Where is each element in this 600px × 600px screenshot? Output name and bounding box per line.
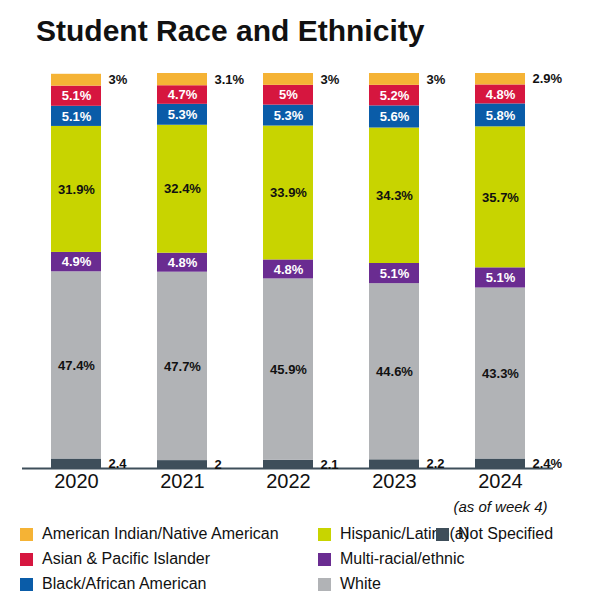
html-text:Black/African American: Black/African American (42, 575, 207, 592)
svg-text:44.6%: 44.6% (376, 364, 413, 379)
svg-text:5.1%: 5.1% (62, 109, 92, 124)
svg-text:(as of week 4): (as of week 4) (453, 498, 547, 515)
svg-text:2023: 2023 (372, 470, 417, 492)
svg-text:2.9%: 2.9% (533, 71, 563, 86)
svg-text:4.9%: 4.9% (62, 254, 92, 269)
svg-text:45.9%: 45.9% (270, 362, 307, 377)
svg-text:32.4%: 32.4% (164, 181, 201, 196)
svg-text:2022: 2022 (266, 470, 311, 492)
svg-text:5.3%: 5.3% (168, 107, 198, 122)
svg-text:2.4%: 2.4% (533, 456, 563, 471)
svg-text:2021: 2021 (160, 470, 205, 492)
svg-text:35.7%: 35.7% (482, 189, 519, 204)
svg-text:4.7%: 4.7% (168, 87, 198, 102)
svg-text:3%: 3% (321, 72, 340, 87)
html-text:Asian & Pacific Islander: Asian & Pacific Islander (42, 550, 211, 567)
svg-text:5.8%: 5.8% (486, 108, 516, 123)
svg-text:5.2%: 5.2% (380, 88, 410, 103)
svg-text:47.7%: 47.7% (164, 359, 201, 374)
svg-text:4.8%: 4.8% (486, 87, 516, 102)
html-text:Student Race and Ethnicity: Student Race and Ethnicity (36, 14, 425, 47)
html-text:American Indian/Native America: American Indian/Native American (42, 525, 279, 542)
svg-text:47.4%: 47.4% (58, 358, 95, 373)
svg-text:2.1: 2.1 (321, 457, 339, 472)
svg-text:5.1%: 5.1% (62, 88, 92, 103)
svg-text:4.8%: 4.8% (168, 255, 198, 270)
svg-text:5.3%: 5.3% (274, 108, 304, 123)
svg-text:3.1%: 3.1% (215, 72, 245, 87)
svg-text:4.8%: 4.8% (274, 262, 304, 277)
html-text:White: White (340, 575, 381, 592)
svg-text:2024: 2024 (478, 470, 523, 492)
svg-text:2020: 2020 (54, 470, 99, 492)
svg-text:5.1%: 5.1% (486, 270, 516, 285)
svg-text:43.3%: 43.3% (482, 366, 519, 381)
html-text:Hispanic/Latino(a): Hispanic/Latino(a) (340, 525, 469, 542)
html-text:Multi-racial/ethnic: Multi-racial/ethnic (340, 550, 465, 567)
svg-text:33.9%: 33.9% (270, 185, 307, 200)
html-text:Not Specified: Not Specified (458, 525, 554, 542)
svg-text:2: 2 (215, 457, 222, 472)
svg-text:3%: 3% (109, 72, 128, 87)
svg-text:2.2: 2.2 (427, 456, 445, 471)
svg-text:5%: 5% (279, 87, 298, 102)
svg-text:3%: 3% (427, 72, 446, 87)
svg-text:2.4: 2.4 (109, 456, 128, 471)
svg-text:5.1%: 5.1% (380, 266, 410, 281)
svg-text:34.3%: 34.3% (376, 188, 413, 203)
svg-text:5.6%: 5.6% (380, 109, 410, 124)
svg-text:31.9%: 31.9% (58, 182, 95, 197)
